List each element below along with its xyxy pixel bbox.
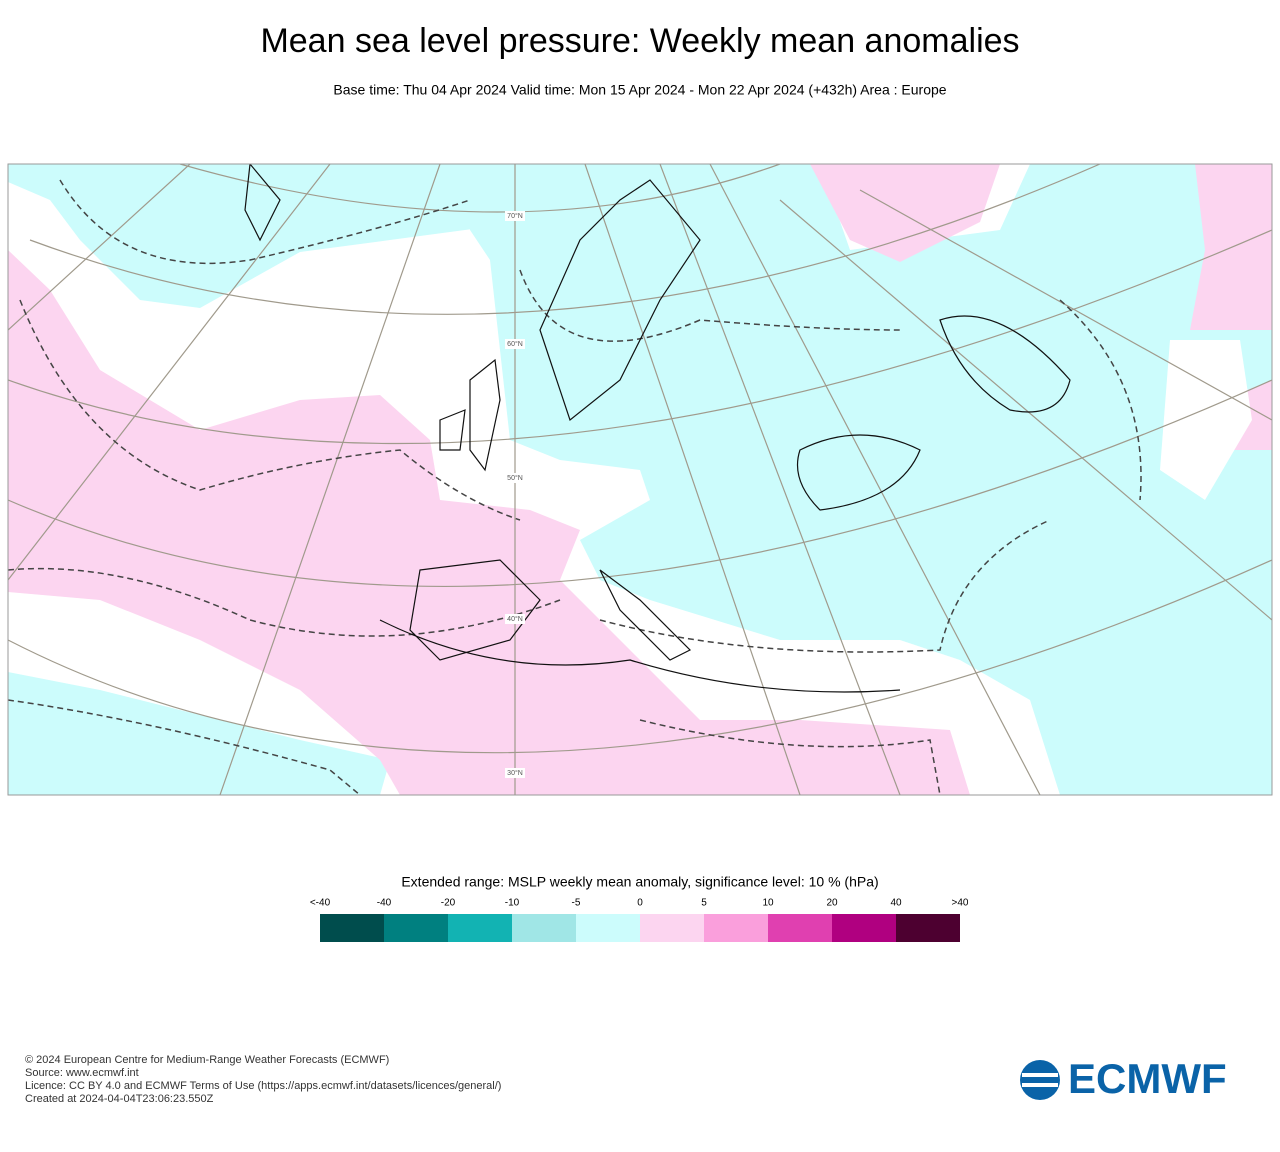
map-frame (7, 163, 1273, 796)
latitude-label-bg (505, 614, 525, 624)
colorbar-label: 10 (762, 898, 774, 909)
colorbar-label: 0 (637, 898, 643, 909)
colorbar: <-40 -40 -20 -10 -5 0 5 10 20 40 >40 (310, 898, 969, 942)
colorbar-swatch (384, 914, 448, 942)
colorbar-label: 20 (826, 898, 838, 909)
latitude-label: 50°N (507, 474, 523, 482)
colorbar-label: -5 (572, 898, 581, 909)
latitude-label: 40°N (507, 615, 523, 623)
colorbar-label: 40 (890, 898, 902, 909)
logo-text: ECMWF (1068, 1055, 1227, 1102)
footer: © 2024 European Centre for Medium-Range … (25, 1054, 501, 1105)
legend-title: Extended range: MSLP weekly mean anomaly… (401, 874, 878, 890)
colorbar-label: -40 (377, 898, 392, 909)
colorbar-swatch (512, 914, 576, 942)
latitude-label: 60°N (507, 340, 523, 348)
significance-contour (8, 179, 1142, 795)
colorbar-label: -10 (505, 898, 520, 909)
footer-line: © 2024 European Centre for Medium-Range … (25, 1054, 389, 1066)
colorbar-swatch (896, 914, 960, 942)
logo-icon (1020, 1060, 1060, 1100)
graticule (8, 164, 1272, 795)
colorbar-label: 5 (701, 898, 707, 909)
latitude-label-bg (505, 768, 525, 778)
logo: ECMWF (1020, 1055, 1227, 1102)
latitude-label-bg (505, 211, 525, 221)
colorbar-swatch (448, 914, 512, 942)
colorbar-swatch (576, 914, 640, 942)
footer-line: Source: www.ecmwf.int (25, 1067, 139, 1079)
logo-icon-stripes (1022, 1073, 1058, 1087)
colorbar-swatch (768, 914, 832, 942)
latitude-label-bg (505, 339, 525, 349)
colorbar-swatch (704, 914, 768, 942)
colorbar-label: >40 (952, 898, 969, 909)
title: Mean sea level pressure: Weekly mean ano… (260, 22, 1019, 60)
latitude-label: 30°N (507, 769, 523, 777)
subtitle: Base time: Thu 04 Apr 2024 Valid time: M… (333, 82, 946, 98)
colorbar-swatch (832, 914, 896, 942)
coastline (244, 164, 1071, 693)
map: 70°N 60°N 50°N 40°N 30°N (8, 164, 1272, 795)
latitude-label-bg (505, 473, 525, 483)
latitude-label: 70°N (507, 212, 523, 220)
colorbar-swatch (640, 914, 704, 942)
footer-line: Licence: CC BY 4.0 and ECMWF Terms of Us… (25, 1080, 501, 1092)
latitude-labels: 70°N 60°N 50°N 40°N 30°N (505, 211, 525, 778)
colorbar-label: -20 (441, 898, 456, 909)
colorbar-label: <-40 (310, 898, 331, 909)
colorbar-swatch (320, 914, 384, 942)
neutral-area (1160, 340, 1252, 500)
footer-line: Created at 2024-04-04T23:06:23.550Z (25, 1093, 214, 1105)
